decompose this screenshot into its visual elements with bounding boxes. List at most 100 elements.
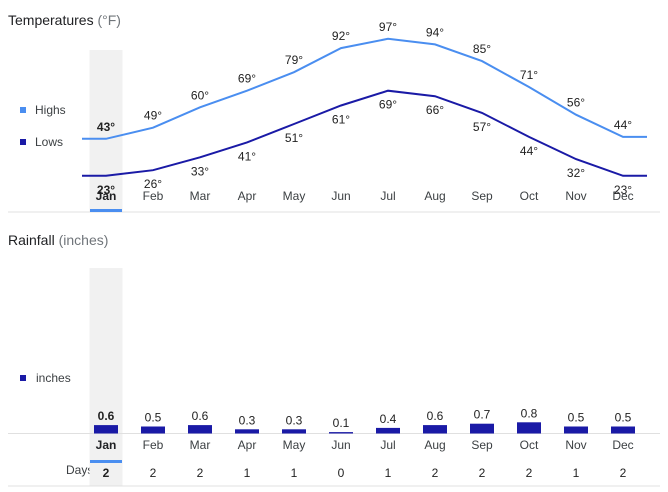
temperature-month-label: Jan — [96, 189, 117, 203]
legend-highs: Highs — [20, 103, 66, 117]
rain-days-value: 1 — [244, 466, 251, 480]
rain-days-value: 1 — [573, 466, 580, 480]
lows-value-label: 44° — [520, 144, 538, 158]
rain-days-value: 0 — [338, 466, 345, 480]
rainfall-selected-column[interactable] — [89, 268, 123, 486]
rainfall-value-label: 0.8 — [521, 406, 538, 420]
rainfall-value-label: 0.6 — [192, 409, 209, 423]
rainfall-bar[interactable] — [564, 426, 588, 434]
temperature-month-label: Dec — [612, 189, 633, 203]
rain-days-value: 2 — [197, 466, 204, 480]
rainfall-month-label: Mar — [190, 438, 211, 452]
rainfall-bar[interactable] — [611, 426, 635, 434]
rainfall-value-label: 0.6 — [98, 409, 115, 423]
rainfall-value-label: 0.5 — [615, 411, 632, 425]
highs-value-label: 44° — [614, 118, 632, 132]
inches-swatch-icon — [20, 375, 26, 381]
temperature-month-label: Sep — [471, 189, 493, 203]
highs-value-label: 79° — [285, 53, 303, 67]
rainfall-month-label: Feb — [143, 438, 164, 452]
rainfall-value-label: 0.4 — [380, 412, 397, 426]
rainfall-month-label: Aug — [424, 438, 445, 452]
lows-value-label: 23° — [614, 183, 632, 197]
legend-lows-label: Lows — [35, 135, 64, 149]
highs-value-label: 94° — [426, 25, 444, 39]
lows-value-label: 66° — [426, 103, 444, 117]
legend-highs-label: Highs — [35, 103, 66, 117]
rainfall-value-label: 0.6 — [427, 409, 444, 423]
highs-value-label: 97° — [379, 20, 397, 34]
rain-days-value: 2 — [479, 466, 486, 480]
rainfall-title-text: Rainfall — [8, 232, 55, 248]
rainfall-month-label: Jul — [380, 438, 395, 452]
temperature-selected-column[interactable] — [89, 50, 123, 212]
rainfall-month-label: Apr — [238, 438, 257, 452]
rainfall-bar[interactable] — [517, 422, 541, 434]
rain-days-value: 2 — [526, 466, 533, 480]
highs-value-label: 85° — [473, 42, 491, 56]
legend-inches: inches — [20, 371, 71, 385]
rainfall-month-label: May — [283, 438, 306, 452]
temperature-month-label: Aug — [424, 189, 445, 203]
rainfall-bar[interactable] — [423, 425, 447, 434]
lows-value-label: 57° — [473, 120, 491, 134]
rainfall-value-label: 0.7 — [474, 408, 491, 422]
highs-swatch-icon — [20, 107, 26, 113]
lows-value-label: 33° — [191, 164, 209, 178]
days-row-title: Days — [66, 463, 94, 477]
rain-days-value: 1 — [385, 466, 392, 480]
rainfall-month-label: Jan — [96, 438, 117, 452]
selected-month-underline — [90, 209, 122, 212]
temperature-month-label: Feb — [143, 189, 164, 203]
rain-days-value: 2 — [103, 466, 110, 480]
lows-value-label: 69° — [379, 98, 397, 112]
lows-value-label: 51° — [285, 131, 303, 145]
rainfall-month-label: Oct — [520, 438, 539, 452]
rainfall-unit: (inches) — [58, 232, 109, 248]
lows-value-label: 61° — [332, 112, 350, 126]
highs-value-label: 69° — [238, 72, 256, 86]
rainfall-bar[interactable] — [94, 425, 118, 434]
rainfall-bar[interactable] — [376, 427, 400, 434]
lows-value-label: 32° — [567, 166, 585, 180]
rainfall-bar[interactable] — [470, 423, 494, 434]
temperature-month-label: Apr — [238, 189, 257, 203]
lows-value-label: 23° — [97, 183, 115, 197]
rainfall-bar[interactable] — [282, 429, 306, 434]
highs-value-label: 43° — [97, 120, 115, 134]
lows-swatch-icon — [20, 139, 26, 145]
temperatures-title: Temperatures (°F) — [8, 12, 121, 28]
rainfall-month-label: Sep — [471, 438, 493, 452]
rainfall-bar[interactable] — [188, 425, 212, 434]
temperature-month-label: Jun — [331, 189, 350, 203]
legend-lows: Lows — [20, 135, 63, 149]
rain-days-value: 2 — [620, 466, 627, 480]
lows-value-label: 26° — [144, 177, 162, 191]
lows-value-label: 41° — [238, 149, 256, 163]
highs-value-label: 92° — [332, 29, 350, 43]
rainfall-value-label: 0.1 — [333, 416, 350, 430]
temperature-month-label: Jul — [380, 189, 395, 203]
temperature-month-label: May — [283, 189, 306, 203]
temperature-month-label: Mar — [190, 189, 211, 203]
highs-series-line — [81, 37, 647, 140]
temperatures-unit: (°F) — [97, 12, 121, 28]
highs-value-label: 56° — [567, 96, 585, 110]
rainfall-bar[interactable] — [141, 426, 165, 434]
legend-inches-label: inches — [36, 371, 71, 385]
rain-days-value: 2 — [432, 466, 439, 480]
temperature-month-label: Nov — [565, 189, 586, 203]
rainfall-value-label: 0.3 — [286, 413, 303, 427]
rainfall-month-label: Dec — [612, 438, 633, 452]
highs-value-label: 60° — [191, 88, 209, 102]
rainfall-month-label: Nov — [565, 438, 586, 452]
rainfall-bar[interactable] — [329, 432, 353, 434]
rainfall-month-label: Jun — [331, 438, 350, 452]
rain-days-value: 1 — [291, 466, 298, 480]
highs-value-label: 71° — [520, 68, 538, 82]
rainfall-bar[interactable] — [235, 429, 259, 434]
rainfall-value-label: 0.3 — [239, 413, 256, 427]
selected-days-underline — [90, 460, 122, 463]
rainfall-value-label: 0.5 — [568, 411, 585, 425]
